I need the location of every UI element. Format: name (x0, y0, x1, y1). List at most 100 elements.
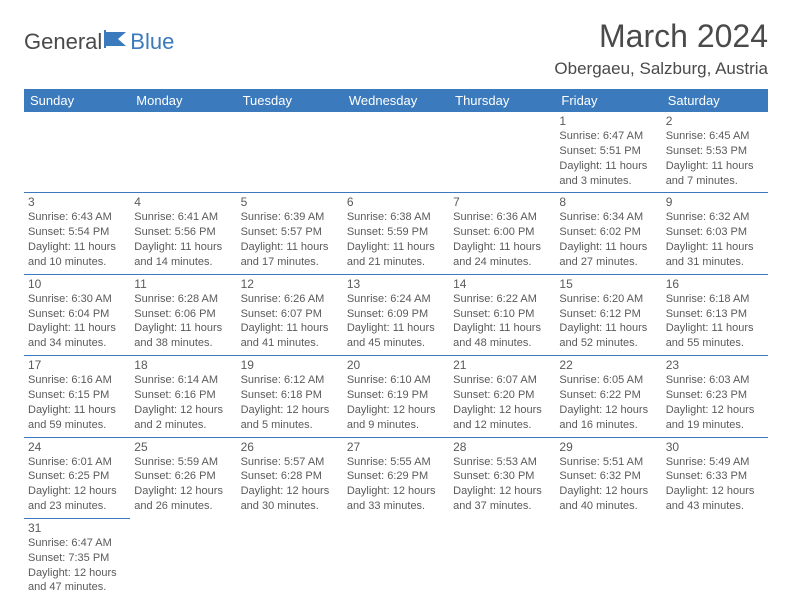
day-info: Sunrise: 5:53 AMSunset: 6:30 PMDaylight:… (453, 455, 551, 514)
day-number: 17 (28, 358, 126, 372)
day-info: Sunrise: 5:49 AMSunset: 6:33 PMDaylight:… (666, 455, 764, 514)
calendar-cell (237, 112, 343, 193)
day-number: 31 (28, 521, 126, 535)
day-number: 12 (241, 277, 339, 291)
day-info: Sunrise: 6:47 AMSunset: 5:51 PMDaylight:… (559, 129, 657, 188)
day-info: Sunrise: 6:22 AMSunset: 6:10 PMDaylight:… (453, 292, 551, 351)
calendar-cell: 1Sunrise: 6:47 AMSunset: 5:51 PMDaylight… (555, 112, 661, 193)
calendar-cell: 8Sunrise: 6:34 AMSunset: 6:02 PMDaylight… (555, 193, 661, 274)
calendar-cell: 5Sunrise: 6:39 AMSunset: 5:57 PMDaylight… (237, 193, 343, 274)
day-number: 3 (28, 195, 126, 209)
day-number: 30 (666, 440, 764, 454)
calendar-cell: 21Sunrise: 6:07 AMSunset: 6:20 PMDayligh… (449, 356, 555, 437)
day-number: 16 (666, 277, 764, 291)
day-info: Sunrise: 6:26 AMSunset: 6:07 PMDaylight:… (241, 292, 339, 351)
day-info: Sunrise: 6:03 AMSunset: 6:23 PMDaylight:… (666, 373, 764, 432)
day-info: Sunrise: 6:32 AMSunset: 6:03 PMDaylight:… (666, 210, 764, 269)
calendar-cell (237, 518, 343, 599)
brand-part1: General (24, 29, 102, 55)
day-info: Sunrise: 5:59 AMSunset: 6:26 PMDaylight:… (134, 455, 232, 514)
calendar-cell: 15Sunrise: 6:20 AMSunset: 6:12 PMDayligh… (555, 274, 661, 355)
col-thursday: Thursday (449, 89, 555, 112)
day-info: Sunrise: 6:45 AMSunset: 5:53 PMDaylight:… (666, 129, 764, 188)
day-info: Sunrise: 6:07 AMSunset: 6:20 PMDaylight:… (453, 373, 551, 432)
col-monday: Monday (130, 89, 236, 112)
day-info: Sunrise: 6:05 AMSunset: 6:22 PMDaylight:… (559, 373, 657, 432)
day-number: 23 (666, 358, 764, 372)
calendar-cell: 29Sunrise: 5:51 AMSunset: 6:32 PMDayligh… (555, 437, 661, 518)
day-number: 6 (347, 195, 445, 209)
day-number: 28 (453, 440, 551, 454)
calendar-cell: 4Sunrise: 6:41 AMSunset: 5:56 PMDaylight… (130, 193, 236, 274)
calendar-row: 1Sunrise: 6:47 AMSunset: 5:51 PMDaylight… (24, 112, 768, 193)
calendar-cell (130, 112, 236, 193)
calendar-cell: 13Sunrise: 6:24 AMSunset: 6:09 PMDayligh… (343, 274, 449, 355)
col-tuesday: Tuesday (237, 89, 343, 112)
day-number: 27 (347, 440, 445, 454)
calendar-cell: 28Sunrise: 5:53 AMSunset: 6:30 PMDayligh… (449, 437, 555, 518)
day-info: Sunrise: 6:28 AMSunset: 6:06 PMDaylight:… (134, 292, 232, 351)
location-text: Obergaeu, Salzburg, Austria (554, 59, 768, 79)
calendar-cell (449, 112, 555, 193)
day-info: Sunrise: 6:47 AMSunset: 7:35 PMDaylight:… (28, 536, 126, 595)
calendar-cell (343, 518, 449, 599)
day-number: 24 (28, 440, 126, 454)
calendar-cell: 20Sunrise: 6:10 AMSunset: 6:19 PMDayligh… (343, 356, 449, 437)
calendar-cell: 16Sunrise: 6:18 AMSunset: 6:13 PMDayligh… (662, 274, 768, 355)
day-number: 8 (559, 195, 657, 209)
calendar-row: 24Sunrise: 6:01 AMSunset: 6:25 PMDayligh… (24, 437, 768, 518)
day-info: Sunrise: 6:36 AMSunset: 6:00 PMDaylight:… (453, 210, 551, 269)
day-info: Sunrise: 6:38 AMSunset: 5:59 PMDaylight:… (347, 210, 445, 269)
day-number: 20 (347, 358, 445, 372)
day-info: Sunrise: 6:41 AMSunset: 5:56 PMDaylight:… (134, 210, 232, 269)
col-sunday: Sunday (24, 89, 130, 112)
calendar-row: 17Sunrise: 6:16 AMSunset: 6:15 PMDayligh… (24, 356, 768, 437)
calendar-cell: 30Sunrise: 5:49 AMSunset: 6:33 PMDayligh… (662, 437, 768, 518)
calendar-table: Sunday Monday Tuesday Wednesday Thursday… (24, 89, 768, 599)
calendar-cell: 12Sunrise: 6:26 AMSunset: 6:07 PMDayligh… (237, 274, 343, 355)
calendar-cell: 7Sunrise: 6:36 AMSunset: 6:00 PMDaylight… (449, 193, 555, 274)
calendar-cell (130, 518, 236, 599)
day-number: 11 (134, 277, 232, 291)
day-info: Sunrise: 6:24 AMSunset: 6:09 PMDaylight:… (347, 292, 445, 351)
calendar-row: 31Sunrise: 6:47 AMSunset: 7:35 PMDayligh… (24, 518, 768, 599)
calendar-cell: 14Sunrise: 6:22 AMSunset: 6:10 PMDayligh… (449, 274, 555, 355)
day-number: 19 (241, 358, 339, 372)
day-info: Sunrise: 6:16 AMSunset: 6:15 PMDaylight:… (28, 373, 126, 432)
day-number: 9 (666, 195, 764, 209)
calendar-cell: 27Sunrise: 5:55 AMSunset: 6:29 PMDayligh… (343, 437, 449, 518)
day-number: 2 (666, 114, 764, 128)
calendar-cell: 18Sunrise: 6:14 AMSunset: 6:16 PMDayligh… (130, 356, 236, 437)
calendar-cell: 26Sunrise: 5:57 AMSunset: 6:28 PMDayligh… (237, 437, 343, 518)
col-saturday: Saturday (662, 89, 768, 112)
day-info: Sunrise: 6:01 AMSunset: 6:25 PMDaylight:… (28, 455, 126, 514)
brand-part2: Blue (130, 29, 174, 55)
day-number: 10 (28, 277, 126, 291)
day-number: 25 (134, 440, 232, 454)
day-number: 13 (347, 277, 445, 291)
day-number: 7 (453, 195, 551, 209)
day-number: 21 (453, 358, 551, 372)
calendar-cell: 11Sunrise: 6:28 AMSunset: 6:06 PMDayligh… (130, 274, 236, 355)
flag-icon (104, 28, 130, 55)
calendar-cell (343, 112, 449, 193)
header-row: Sunday Monday Tuesday Wednesday Thursday… (24, 89, 768, 112)
day-number: 15 (559, 277, 657, 291)
header: General Blue March 2024 Obergaeu, Salzbu… (24, 18, 768, 79)
calendar-cell: 6Sunrise: 6:38 AMSunset: 5:59 PMDaylight… (343, 193, 449, 274)
calendar-cell (449, 518, 555, 599)
title-block: March 2024 Obergaeu, Salzburg, Austria (554, 18, 768, 79)
day-number: 18 (134, 358, 232, 372)
day-info: Sunrise: 6:30 AMSunset: 6:04 PMDaylight:… (28, 292, 126, 351)
col-wednesday: Wednesday (343, 89, 449, 112)
day-info: Sunrise: 6:10 AMSunset: 6:19 PMDaylight:… (347, 373, 445, 432)
calendar-row: 10Sunrise: 6:30 AMSunset: 6:04 PMDayligh… (24, 274, 768, 355)
day-number: 29 (559, 440, 657, 454)
calendar-cell: 3Sunrise: 6:43 AMSunset: 5:54 PMDaylight… (24, 193, 130, 274)
day-info: Sunrise: 6:20 AMSunset: 6:12 PMDaylight:… (559, 292, 657, 351)
calendar-cell: 25Sunrise: 5:59 AMSunset: 6:26 PMDayligh… (130, 437, 236, 518)
day-info: Sunrise: 5:57 AMSunset: 6:28 PMDaylight:… (241, 455, 339, 514)
day-info: Sunrise: 6:12 AMSunset: 6:18 PMDaylight:… (241, 373, 339, 432)
day-number: 26 (241, 440, 339, 454)
day-number: 4 (134, 195, 232, 209)
